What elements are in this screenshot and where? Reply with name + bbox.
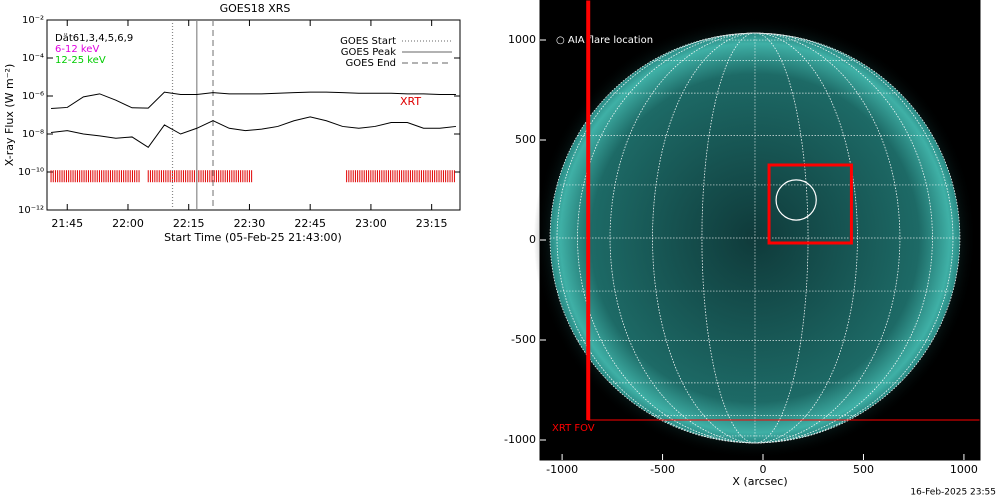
x-axis-label: Start Time (05-Feb-25 21:43:00) bbox=[164, 231, 342, 244]
footer: 16-Feb-2025 23:55 bbox=[910, 488, 996, 498]
x-tick-label: 22:15 bbox=[173, 217, 205, 230]
y-tick-label: 10⁻⁴ bbox=[22, 53, 44, 64]
flare-circle bbox=[775, 179, 817, 221]
xrt-interval bbox=[50, 170, 140, 183]
image-frame bbox=[539, 0, 981, 461]
legend-label: 12-25 keV bbox=[55, 55, 106, 66]
x-tick-label: 1000 bbox=[950, 463, 978, 476]
series-line bbox=[51, 91, 456, 109]
x-tick-label: 22:00 bbox=[112, 217, 144, 230]
x-tick-label: 0 bbox=[760, 463, 767, 476]
legend-label: GOES Start bbox=[340, 36, 396, 47]
x-tick-label: 23:15 bbox=[416, 217, 448, 230]
legend-label: 6-12 keV bbox=[55, 44, 99, 55]
xrt-interval bbox=[346, 170, 455, 183]
meridian bbox=[549, 32, 961, 444]
xrt-label: XRT bbox=[400, 95, 421, 108]
legend-label: GOES End bbox=[346, 58, 396, 69]
series-line bbox=[50, 116, 457, 148]
y-tick-label: 10⁻⁶ bbox=[22, 91, 44, 102]
x-tick-label: -1000 bbox=[546, 463, 578, 476]
x-tick-label: 22:30 bbox=[234, 217, 266, 230]
x-tick-label: 22:45 bbox=[294, 217, 326, 230]
fov-label: XRT FOV bbox=[552, 423, 595, 434]
x-tick-label: 500 bbox=[853, 463, 874, 476]
legend-label: Dät61,3,4,5,6,9 bbox=[55, 33, 133, 44]
y-tick-label: 10⁻⁸ bbox=[22, 129, 44, 140]
y-tick-label: 10⁻¹² bbox=[18, 205, 44, 216]
fov-small bbox=[767, 163, 853, 245]
image-title: SDO/AIA AIA_1 SDO/JSOC-SDP 131 5-Feb-202… bbox=[575, 2, 926, 15]
xrt-interval bbox=[147, 170, 253, 183]
chart-title: GOES18 XRS bbox=[220, 2, 291, 15]
x-tick-label: -500 bbox=[650, 463, 675, 476]
flare-label: ○ AIA flare location bbox=[556, 35, 653, 46]
y-tick-label: -1000 bbox=[504, 433, 536, 446]
disk-grid bbox=[549, 32, 961, 444]
y-axis-label: X-ray Flux (W m⁻²) bbox=[3, 64, 16, 166]
x-tick-label: 21:45 bbox=[51, 217, 83, 230]
y-tick-label: 1000 bbox=[508, 33, 536, 46]
legend-label: GOES Peak bbox=[341, 47, 396, 58]
x-axis-label: X (arcsec) bbox=[732, 475, 787, 488]
x-tick-label: 23:00 bbox=[355, 217, 387, 230]
y-tick-label: 10⁻¹⁰ bbox=[18, 167, 44, 178]
y-tick-label: 500 bbox=[515, 133, 536, 146]
y-tick-label: 0 bbox=[529, 233, 536, 246]
plot-frame bbox=[46, 19, 461, 211]
y-tick-label: -500 bbox=[511, 333, 536, 346]
y-tick-label: 10⁻² bbox=[22, 15, 44, 26]
